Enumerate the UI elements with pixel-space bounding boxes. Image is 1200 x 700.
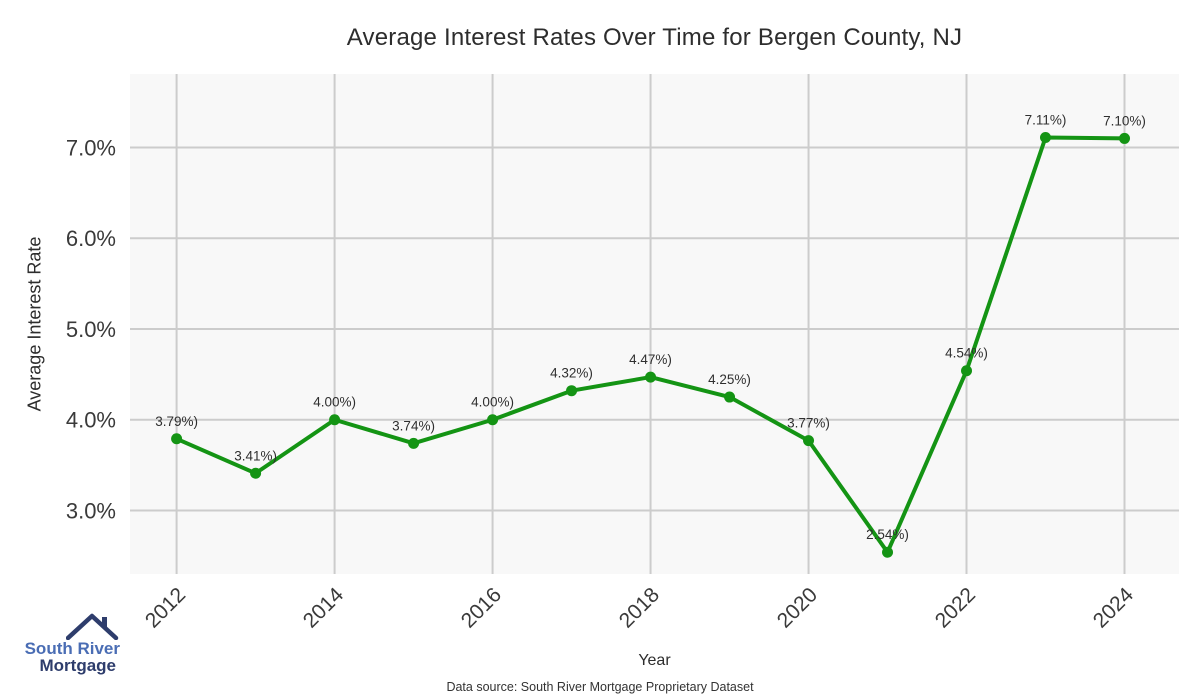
x-tick-2014: 2014	[299, 583, 349, 633]
logo-text-south-river: South River	[24, 639, 120, 658]
x-tick-2018: 2018	[615, 583, 664, 632]
x-axis-title: Year	[638, 652, 671, 669]
y-tick-4.0%: 4.0%	[66, 408, 116, 433]
data-source-note: Data source: South River Mortgage Propri…	[446, 680, 754, 694]
logo-text-mortgage: Mortgage	[39, 656, 117, 675]
data-point-2021	[882, 546, 894, 558]
point-label-2013: 3.41%)	[234, 448, 277, 463]
x-tick-2020: 2020	[773, 583, 822, 632]
house-roof-icon	[66, 613, 119, 640]
data-point-2022	[961, 365, 973, 377]
point-label-2014: 4.00%)	[313, 395, 356, 410]
point-label-2022: 4.54%)	[945, 346, 988, 361]
data-point-2018	[645, 371, 657, 383]
y-tick-3.0%: 3.0%	[66, 498, 116, 523]
chart-title: Average Interest Rates Over Time for Ber…	[346, 24, 963, 51]
point-label-2015: 3.74%)	[392, 418, 435, 433]
point-label-2012: 3.79%)	[155, 414, 198, 429]
point-label-2017: 4.32%)	[550, 366, 593, 381]
point-label-2016: 4.00%)	[471, 395, 514, 410]
point-label-2020: 3.77%)	[787, 416, 830, 431]
x-tick-2016: 2016	[457, 583, 506, 632]
data-point-2023	[1040, 132, 1052, 144]
data-point-2016	[487, 414, 499, 426]
y-tick-6.0%: 6.0%	[66, 226, 116, 251]
point-label-2019: 4.25%)	[708, 372, 751, 387]
point-label-2021: 2.54%)	[866, 527, 909, 542]
y-axis-title: Average Interest Rate	[24, 236, 45, 412]
y-tick-7.0%: 7.0%	[66, 136, 116, 161]
point-label-2023: 7.11%)	[1025, 113, 1067, 128]
data-point-2014	[329, 414, 341, 426]
data-point-2020	[803, 435, 815, 447]
data-point-2012	[171, 433, 183, 445]
data-point-2015	[408, 437, 420, 449]
data-point-2024	[1118, 132, 1130, 144]
data-point-2019	[724, 391, 736, 403]
x-tick-2012: 2012	[141, 583, 190, 632]
y-tick-5.0%: 5.0%	[66, 317, 116, 342]
data-point-2013	[250, 467, 262, 479]
x-tick-2022: 2022	[931, 583, 980, 632]
point-label-2024: 7.10%)	[1103, 113, 1146, 128]
point-label-2018: 4.47%)	[629, 352, 672, 367]
data-point-2017	[566, 385, 578, 397]
plot-panel	[130, 74, 1179, 574]
south-river-mortgage-logo: South River Mortgage	[20, 612, 130, 676]
x-tick-2024: 2024	[1089, 583, 1139, 633]
